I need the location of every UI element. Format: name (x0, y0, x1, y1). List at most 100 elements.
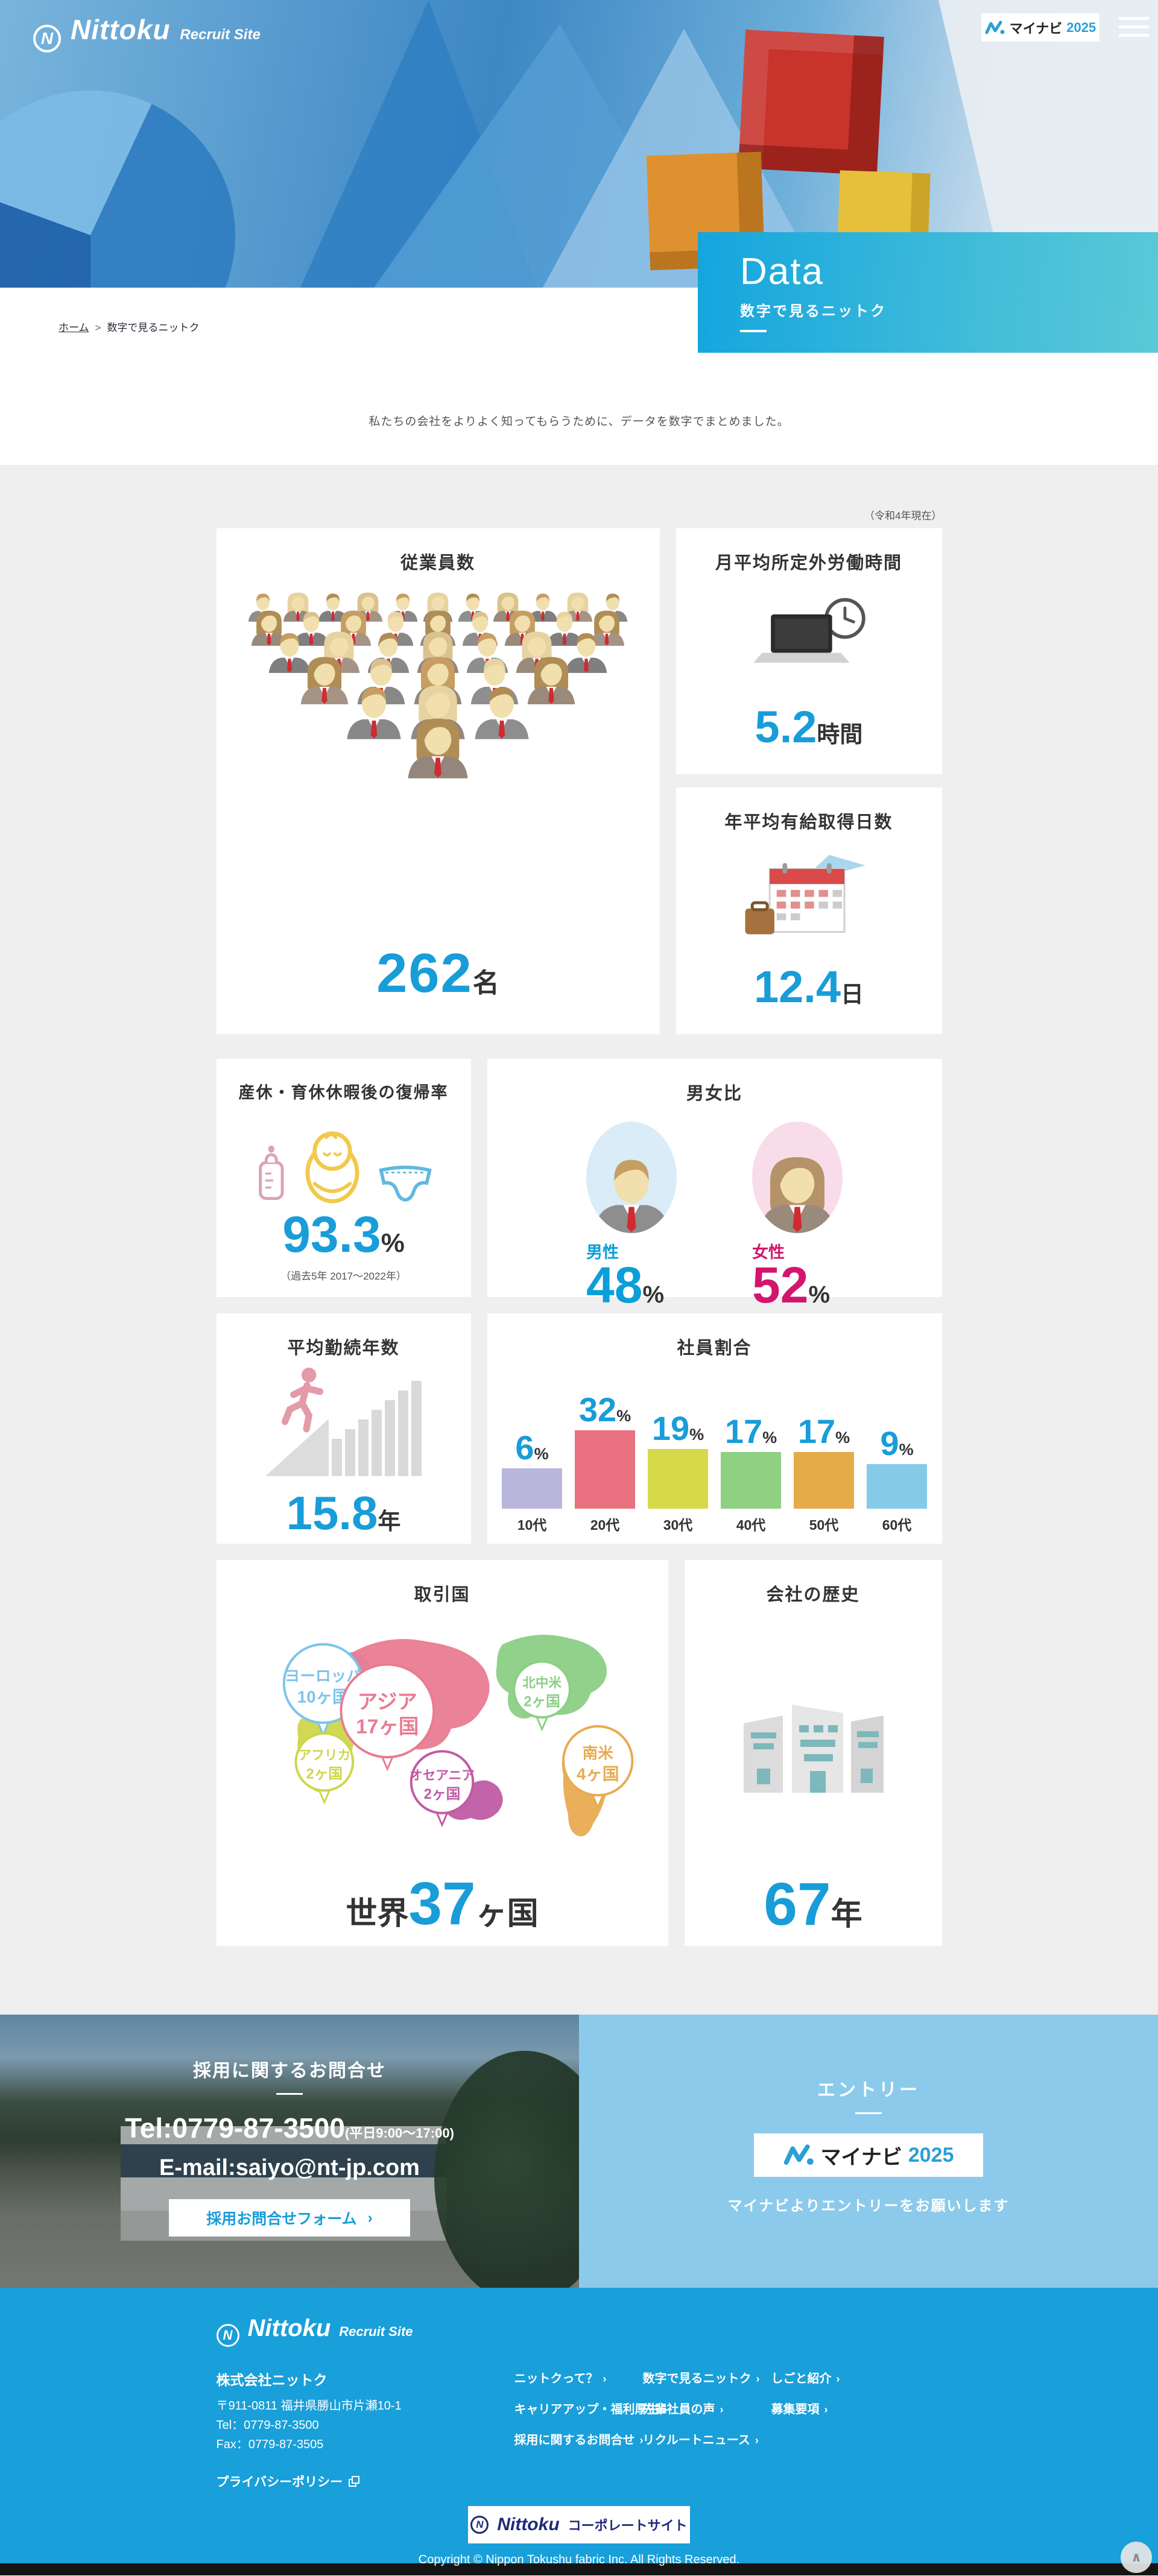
menu-icon[interactable] (1119, 17, 1149, 41)
footer-nav-link[interactable]: 採用に関するお問合せ › (514, 2434, 644, 2447)
mynavi-entry-button[interactable]: マイナビ 2025 (754, 2133, 983, 2177)
nittoku-emblem-icon: N (470, 2516, 489, 2534)
contact-tel: Tel:0779-87-3500 (125, 2112, 345, 2144)
corporate-site-button[interactable]: N Nittoku コーポレートサイト (468, 2506, 690, 2543)
card-gender-ratio: 男女比 男性 48% 女性 (487, 1059, 942, 1310)
buildings-icon (744, 1705, 884, 1793)
footer-nav-link[interactable]: 数字で見るニットク › (642, 2372, 760, 2385)
svg-text:17ヶ国: 17ヶ国 (356, 1716, 419, 1738)
mynavi-2025-badge[interactable]: マイナビ 2025 (981, 13, 1099, 42)
countries-total-value: 37 (408, 1870, 476, 1937)
chevron-up-icon: ∧ (1131, 2549, 1142, 2565)
breadcrumb-home-link[interactable]: ホーム (59, 322, 89, 333)
age-bar-categories: 10代 20代 30代 40代 50代 60代 (487, 1514, 942, 1534)
percent-sign: % (808, 1281, 831, 1308)
card-paid-leave: 年平均有給取得日数 (676, 788, 942, 1034)
baby-bottle-icon (258, 1145, 284, 1201)
age-bar-chart: 6% 32% 19% 17% 17% 9% (487, 1365, 942, 1509)
entry-note: マイナビよりエントリーをお願いします (727, 2198, 1010, 2214)
person-icon (565, 633, 607, 674)
svg-text:2ヶ国: 2ヶ国 (524, 1694, 560, 1709)
contact-form-button[interactable]: 採用お問合せフォーム › (169, 2199, 410, 2237)
footer-nav-link[interactable]: キャリアアップ・福利厚生 › (514, 2403, 668, 2416)
person-icon (293, 611, 329, 646)
person-icon (589, 610, 625, 646)
footer-nav-link[interactable]: 先輩社員の声 › (642, 2403, 724, 2416)
card-title: 平均勤続年数 (287, 1339, 400, 1358)
paid-leave-value: 12.4 (753, 962, 841, 1012)
footer-nav-link[interactable]: リクルートニュース › (642, 2434, 759, 2447)
card-title: 産休・育休休暇後の復帰率 (238, 1084, 449, 1102)
svg-text:4ヶ国: 4ヶ国 (577, 1765, 619, 1784)
age-bar-label: 50代 (809, 1517, 839, 1533)
breadcrumb: ホーム > 数字で見るニットク (59, 319, 1158, 334)
return-rate-unit: % (381, 1228, 405, 1258)
svg-text:アフリカ: アフリカ (298, 1747, 350, 1763)
page-title-banner: Data 数字で見るニットク (698, 232, 1158, 353)
svg-text:南米: 南米 (583, 1744, 614, 1762)
footer: N Nittoku Recruit Site 株式会社ニットク 〒911-081… (0, 2288, 1158, 2566)
diaper-icon (378, 1166, 432, 1202)
card-overtime: 月平均所定外労働時間 5.2時 (676, 528, 942, 774)
copyright: Copyright © Nippon Tokushu fabric Inc. A… (418, 2553, 740, 2566)
footer-logo[interactable]: N Nittoku Recruit Site (216, 2315, 942, 2347)
privacy-policy-label: プライバシーポリシー (216, 2475, 343, 2489)
svg-text:2ヶ国: 2ヶ国 (424, 1787, 460, 1802)
contact-section: 採用に関するお問合せ Tel:0779-87-3500(平日9:00〜17:00… (0, 2015, 1158, 2288)
nittoku-emblem-icon: N (216, 2324, 239, 2347)
person-icon (408, 718, 468, 778)
female-label: 女性 (752, 1243, 785, 1261)
age-bar-20代: 32% (575, 1393, 635, 1509)
gender-male-group: 男性 48% (586, 1122, 677, 1310)
privacy-policy-link[interactable]: プライバシーポリシー (217, 2472, 514, 2490)
age-bar-30代: 19% (648, 1412, 708, 1509)
tenure-value: 15.8 (286, 1486, 378, 1539)
card-return-rate: 産休・育休休暇後の復帰率 (216, 1059, 471, 1297)
male-value: 48 (586, 1257, 643, 1313)
card-title: 月平均所定外労働時間 (715, 554, 902, 573)
history-value: 67 (764, 1870, 831, 1938)
stats-section: （令和4年現在） 従業員数 (0, 465, 1158, 2015)
svg-text:オセアニア: オセアニア (410, 1768, 475, 1783)
person-icon (300, 657, 349, 704)
hero-background-image (0, 0, 1158, 288)
footer-tel: Tel：0779-87-3500 (216, 2419, 319, 2432)
return-rate-value: 93.3 (282, 1206, 381, 1263)
age-bar-label: 40代 (736, 1517, 766, 1533)
contact-photo-panel: 採用に関するお問合せ Tel:0779-87-3500(平日9:00〜17:00… (0, 2015, 579, 2288)
bottom-bar (0, 2563, 1158, 2575)
footer-logo-subtext: Recruit Site (339, 2324, 413, 2339)
person-icon (475, 687, 529, 740)
footer-nav-link[interactable]: しごと紹介 › (771, 2372, 840, 2385)
person-icon (563, 592, 593, 622)
footer-nav-link[interactable]: 募集要項 › (771, 2403, 828, 2416)
calendar-travel-icon (745, 854, 865, 935)
age-bar-label: 20代 (590, 1517, 620, 1533)
female-avatar (752, 1122, 843, 1233)
person-icon (593, 1160, 669, 1233)
person-icon (527, 657, 575, 704)
svg-text:10ヶ国: 10ヶ国 (297, 1687, 349, 1706)
breadcrumb-separator: > (95, 322, 101, 333)
scroll-to-top-button[interactable]: ∧ (1121, 2542, 1152, 2573)
history-unit: 年 (831, 1897, 862, 1932)
contact-email: E-mail:saiyo@nt-jp.com (159, 2155, 420, 2180)
card-title: 年平均有給取得日数 (724, 813, 893, 832)
countries-total-suffix: ヶ国 (475, 1896, 539, 1931)
male-label: 男性 (586, 1243, 619, 1261)
employees-value: 262 (376, 942, 473, 1004)
mynavi-year: 2025 (908, 2143, 954, 2167)
site-logo[interactable]: N Nittoku Recruit Site (33, 13, 261, 52)
mynavi-brand: マイナビ (1009, 21, 1063, 36)
world-map-illustration: ヨーロッパ 10ヶ国 アジア 17ヶ国 アフリカ 2ヶ国 オセアニア 2ヶ国 北中米 2ヶ国 南米 4… (217, 1613, 668, 1872)
contact-tel-note: (平日9:00〜17:00) (344, 2126, 454, 2141)
employees-unit: 名 (472, 968, 499, 998)
corporate-site-label: コーポレートサイト (568, 2518, 688, 2533)
logo-text: Nittoku (71, 14, 171, 45)
footer-nav-link[interactable]: ニットクって？ › (514, 2372, 607, 2385)
age-bar-label: 30代 (663, 1517, 693, 1533)
age-bar-50代: 17% (794, 1415, 854, 1509)
svg-text:2ヶ国: 2ヶ国 (306, 1767, 343, 1782)
footer-logo-text: Nittoku (247, 2315, 331, 2341)
